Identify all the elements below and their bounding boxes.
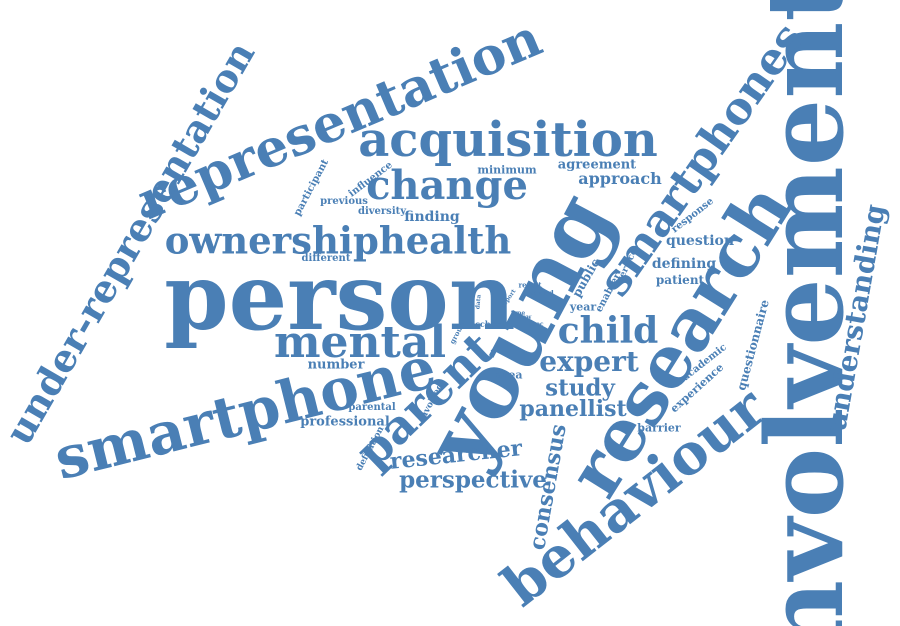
word-view: view bbox=[516, 314, 532, 321]
word-finding: finding bbox=[404, 209, 460, 225]
word-area: area bbox=[495, 368, 523, 382]
word-panellist: panellist bbox=[519, 396, 627, 422]
word-mental: mental bbox=[273, 317, 447, 368]
word-minimum: minimum bbox=[477, 163, 537, 177]
word-change: change bbox=[366, 162, 528, 209]
word-perspective: perspective bbox=[399, 466, 547, 494]
word-child: child bbox=[557, 310, 659, 352]
word-professional: professional bbox=[300, 414, 390, 430]
word-question: question bbox=[665, 233, 735, 249]
word-patient: patient bbox=[655, 273, 705, 287]
word-data: data bbox=[474, 294, 483, 310]
word-proc: proc bbox=[528, 321, 544, 328]
word-result: result bbox=[518, 280, 542, 290]
word-expert: expert bbox=[539, 345, 639, 378]
word-parental: parental bbox=[348, 402, 396, 413]
word-ownershiphealth: ownershiphealth bbox=[164, 218, 512, 263]
word-different: different bbox=[301, 253, 351, 264]
word-previous: previous bbox=[320, 196, 368, 207]
word-diversity: diversity bbox=[357, 206, 407, 217]
word-school: school bbox=[475, 319, 505, 329]
word-type: type bbox=[510, 310, 526, 317]
word-approach: approach bbox=[578, 169, 662, 188]
word-defining: defining bbox=[651, 256, 717, 272]
word-agreement: agreement bbox=[557, 157, 637, 173]
word-round: round bbox=[530, 288, 554, 298]
word-barrier: barrier bbox=[637, 421, 681, 435]
word-study: study bbox=[545, 374, 615, 402]
word-acquisition: acquisition bbox=[358, 112, 658, 168]
word-year: year bbox=[569, 300, 597, 314]
word-person: person bbox=[164, 243, 516, 351]
word-number: number bbox=[307, 357, 365, 373]
